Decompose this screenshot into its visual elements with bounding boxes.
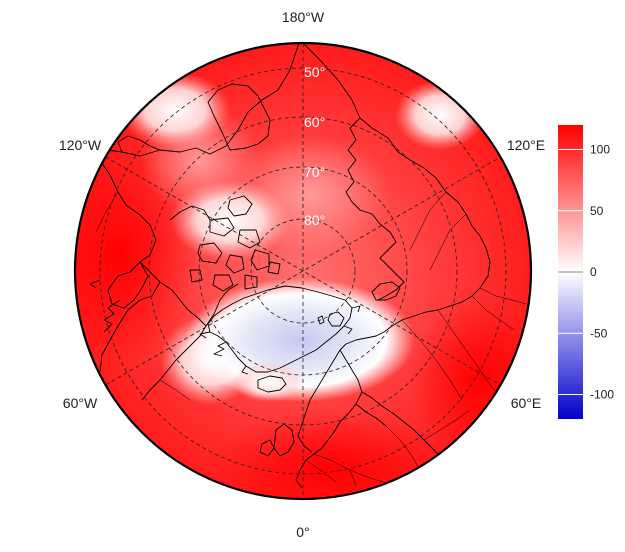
lon-label-60w: 60°W bbox=[63, 395, 98, 411]
british-isles-coastline bbox=[259, 423, 295, 457]
hudson-bay-coastline bbox=[107, 261, 149, 309]
greenland-fjords bbox=[199, 305, 361, 375]
lat-label-60: 60° bbox=[304, 114, 325, 130]
field-layer bbox=[75, 43, 531, 499]
eurasia-coastline bbox=[299, 43, 491, 351]
colorbar-label-100: 100 bbox=[590, 143, 610, 157]
lon-label-120w: 120°W bbox=[59, 137, 102, 153]
graticule bbox=[99, 43, 507, 499]
colorbar-label-50: 50 bbox=[590, 204, 604, 218]
iceland-coastline bbox=[257, 375, 287, 393]
meridian-60w-120e bbox=[105, 156, 501, 386]
greenland-coastline bbox=[207, 285, 353, 373]
alaska-coastline bbox=[117, 83, 271, 153]
north-america-coastline bbox=[89, 43, 301, 401]
canadian-archipelago bbox=[189, 195, 281, 292]
svalbard-coastline bbox=[317, 311, 345, 327]
novaya-zemlya-coastline bbox=[371, 281, 401, 301]
longitude-labels: 180°W 120°W 60°W 0° 60°E 120°E bbox=[59, 9, 545, 540]
parallel-80 bbox=[250, 218, 356, 324]
lat-label-80: 80° bbox=[304, 212, 325, 228]
colorbar-label-0: 0 bbox=[590, 265, 597, 279]
lat-label-70: 70° bbox=[304, 164, 325, 180]
colorbar: 100 50 0 -50 -100 bbox=[558, 125, 614, 419]
meridian-120w-60e bbox=[105, 156, 501, 386]
colorbar-label-neg100: -100 bbox=[590, 388, 614, 402]
latitude-labels: 50° 60° 70° 80° bbox=[304, 64, 325, 228]
lon-label-120e: 120°E bbox=[507, 137, 545, 153]
lon-label-60e: 60°E bbox=[511, 395, 542, 411]
lon-label-180w: 180°W bbox=[282, 9, 325, 25]
scandinavia-coastline bbox=[295, 349, 455, 489]
lat-label-50: 50° bbox=[304, 64, 325, 80]
map-border bbox=[73, 41, 533, 501]
colorbar-ticks: 100 50 0 -50 -100 bbox=[558, 143, 614, 402]
coastline-layer bbox=[89, 43, 527, 489]
lon-label-0: 0° bbox=[296, 524, 309, 540]
colorbar-label-neg50: -50 bbox=[590, 326, 608, 340]
